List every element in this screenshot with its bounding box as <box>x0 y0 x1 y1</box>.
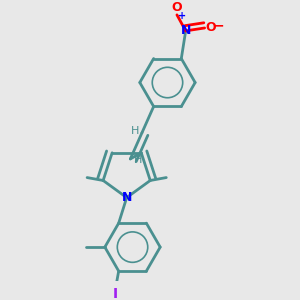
Text: O: O <box>172 1 182 14</box>
Text: I: I <box>113 286 118 300</box>
Text: H: H <box>130 126 139 136</box>
Text: N: N <box>122 191 132 204</box>
Text: +: + <box>178 11 187 21</box>
Text: −: − <box>213 18 224 32</box>
Text: N: N <box>181 24 191 37</box>
Text: O: O <box>206 22 216 34</box>
Text: H: H <box>134 155 142 165</box>
